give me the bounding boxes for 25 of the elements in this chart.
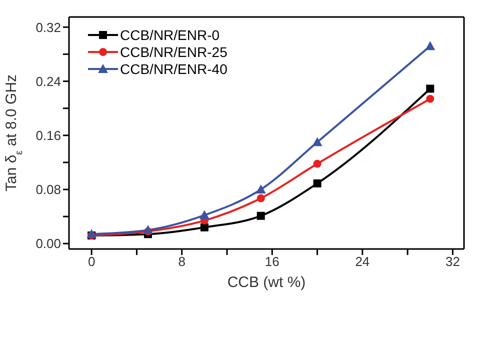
y-tick-label: 0.08 — [36, 182, 61, 198]
point — [256, 184, 266, 194]
point — [256, 194, 265, 202]
legend-label: CCB/NR/ENR-25 — [120, 44, 228, 60]
point — [426, 94, 434, 103]
point — [313, 160, 322, 168]
point — [256, 212, 265, 220]
x-tick-label: 24 — [355, 254, 370, 270]
point — [199, 210, 210, 220]
y-tick-label: 0.32 — [36, 20, 61, 35]
x-axis-title: CCB (wt %) — [227, 274, 306, 291]
x-tick-label: 0 — [88, 254, 96, 270]
point — [425, 41, 436, 50]
point — [426, 84, 434, 93]
x-tick-label: 8 — [178, 254, 186, 270]
text: 0.00 — [36, 236, 61, 252]
point — [200, 223, 208, 232]
point — [312, 137, 322, 146]
x-tick-label: 16 — [264, 254, 280, 270]
y-tick-label: 0.16 — [36, 128, 61, 143]
legend-label: CCB/NR/ENR-40 — [120, 60, 228, 76]
point — [313, 179, 322, 188]
x-tick-label: 32 — [445, 254, 460, 270]
y-tick-label: 0.24 — [36, 74, 61, 89]
legend-label: CCB/NR/ENR-0 — [120, 26, 220, 42]
